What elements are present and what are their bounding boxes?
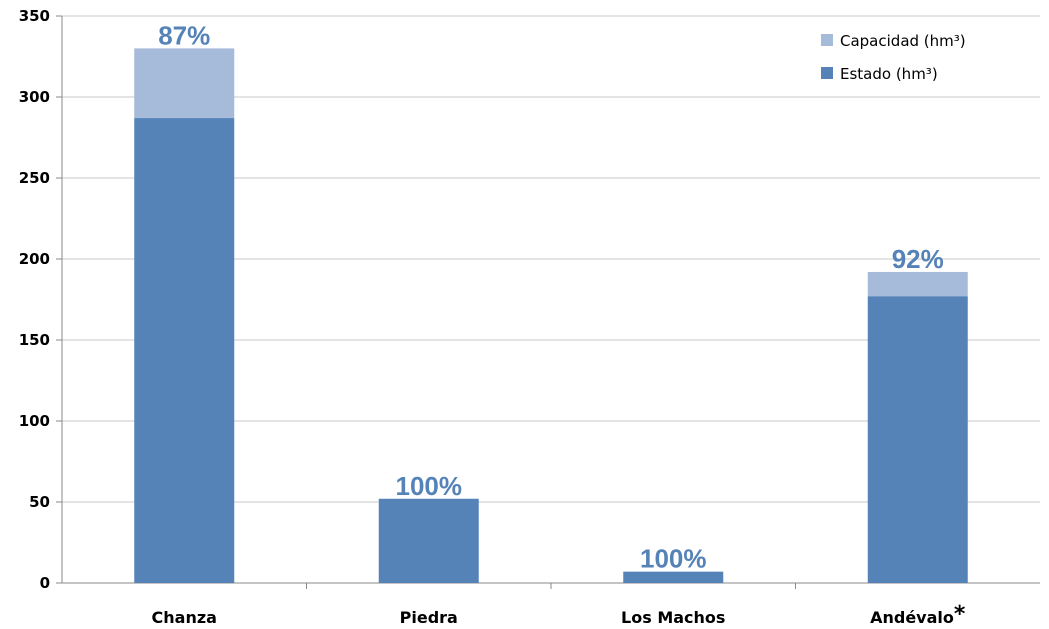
bar-capacidad: [867, 271, 968, 297]
bar-capacidad: [134, 48, 235, 119]
bar-estado: [378, 498, 479, 583]
bar-estado: [134, 118, 235, 583]
legend-swatch-capacidad: [821, 34, 833, 46]
y-tick-label: 350: [19, 7, 50, 25]
x-category-label: Piedra: [400, 608, 458, 627]
legend: Capacidad (hm³) Estado (hm³): [821, 32, 966, 83]
category-asterisk: *: [954, 602, 966, 627]
y-tick-label: 150: [19, 331, 50, 349]
percent-label: 92%: [892, 244, 944, 274]
x-category-label: Los Machos: [621, 608, 725, 627]
x-category-label: Andévalo*: [870, 602, 966, 627]
bar-estado: [867, 296, 968, 583]
y-tick-label: 0: [40, 574, 50, 592]
y-axis: 0 50 100 150 200 250 300 350: [19, 7, 63, 592]
bars: [134, 48, 968, 583]
legend-label-capacidad: Capacidad (hm³): [840, 32, 966, 50]
bar-estado: [623, 571, 724, 583]
y-tick-label: 300: [19, 88, 50, 106]
y-tick-label: 250: [19, 169, 50, 187]
legend-swatch-estado: [821, 67, 833, 79]
percent-label: 100%: [640, 544, 707, 574]
x-axis: Chanza Piedra Los Machos Andévalo*: [152, 583, 966, 627]
y-tick-label: 50: [29, 493, 50, 511]
y-tick-label: 200: [19, 250, 50, 268]
x-category-label: Chanza: [152, 608, 217, 627]
percent-label: 100%: [396, 471, 463, 501]
percent-label: 87%: [158, 20, 210, 50]
legend-label-estado: Estado (hm³): [840, 65, 938, 83]
y-tick-label: 100: [19, 412, 50, 430]
percent-labels: 87% 100% 100% 92%: [158, 20, 944, 573]
